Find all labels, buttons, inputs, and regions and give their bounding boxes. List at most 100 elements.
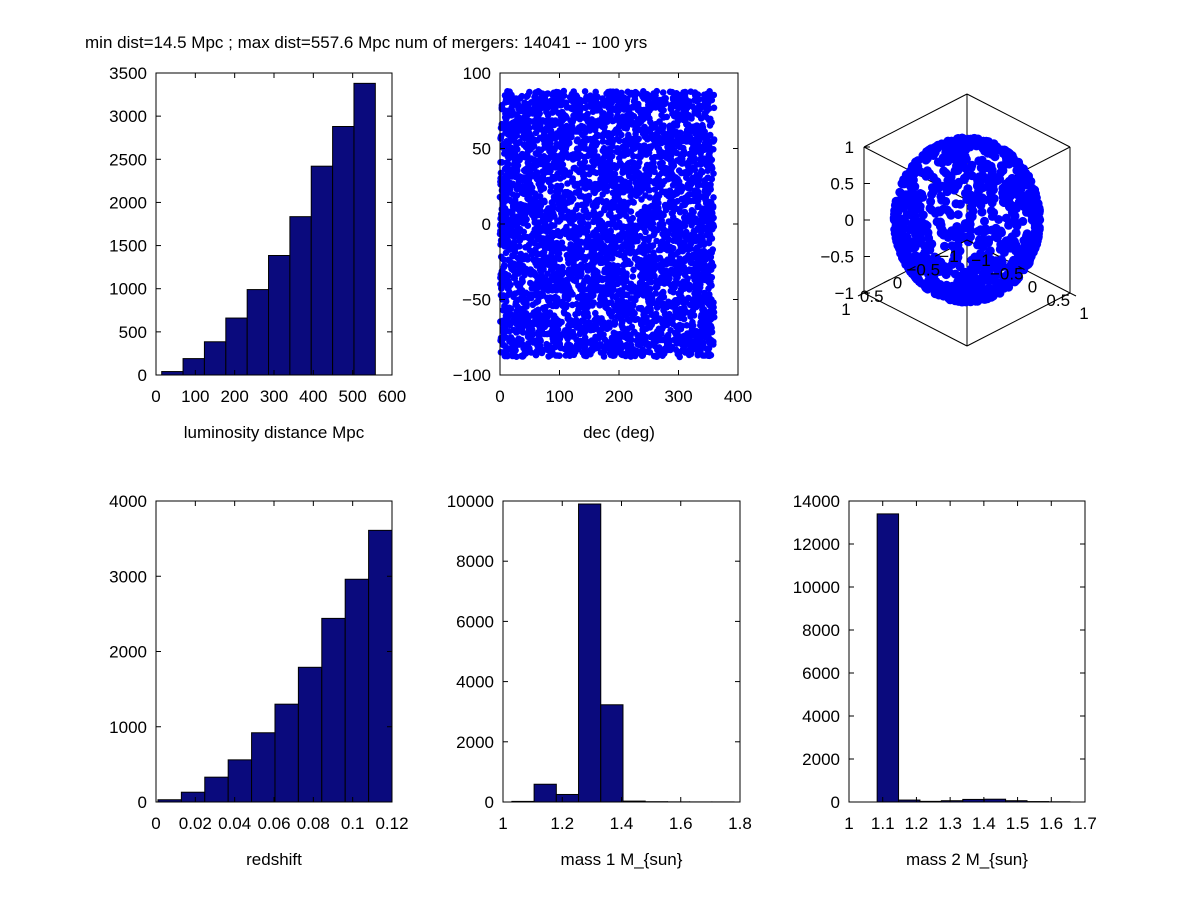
- skymap-point: [639, 326, 646, 334]
- skymap-point: [497, 124, 505, 132]
- skymap-point: [636, 232, 644, 240]
- skymap-point: [573, 300, 581, 308]
- mass2-xtick-label: 1.1: [871, 814, 895, 833]
- redshift-axes: 0 0.02 0.04 0.06 0.08 0.1 0.120100020003000400…: [109, 492, 408, 869]
- skymap-point: [659, 159, 666, 167]
- skymap-point: [623, 308, 630, 316]
- redshift-xtick-label: 0.08: [297, 814, 330, 833]
- skymap-xtick-label: 200: [605, 387, 633, 406]
- skymap-point: [642, 228, 649, 236]
- skymap-point: [659, 289, 667, 296]
- skymap-point: [631, 172, 639, 180]
- skymap-point: [540, 160, 548, 168]
- skymap-point: [606, 148, 614, 155]
- skymap-point: [552, 336, 559, 343]
- skymap-point: [575, 344, 582, 351]
- skymap-point: [604, 117, 611, 125]
- skymap-point: [688, 115, 695, 122]
- skymap-point: [547, 188, 554, 195]
- skymap-point: [630, 328, 638, 336]
- skymap-point: [528, 184, 536, 191]
- skymap-point: [628, 135, 636, 143]
- skymap-point: [536, 342, 544, 350]
- skymap-point: [705, 285, 712, 293]
- skymap-point: [497, 134, 504, 142]
- skymap-point: [580, 207, 588, 214]
- skymap-point: [572, 236, 580, 244]
- skymap-point: [558, 138, 566, 145]
- skymap-point: [506, 88, 513, 95]
- redshift-ytick-label: 3000: [109, 567, 147, 586]
- skymap-point: [625, 131, 632, 139]
- lumdist-ytick-label: 2500: [109, 150, 147, 169]
- skymap-point: [617, 287, 624, 294]
- skymap-point: [561, 345, 568, 353]
- skymap-point: [512, 163, 519, 170]
- mass1-bar: [600, 704, 624, 803]
- skymap-point: [678, 223, 686, 230]
- skymap-point: [648, 168, 655, 175]
- skymap-point: [550, 344, 557, 352]
- skymap-point: [642, 170, 650, 178]
- skymap-point: [575, 307, 582, 315]
- skymap-point: [513, 231, 520, 239]
- skymap-point: [527, 279, 534, 287]
- sphere3d-point: [990, 152, 1000, 162]
- skymap-point: [659, 89, 667, 96]
- skymap-point: [659, 188, 666, 195]
- skymap-point: [535, 211, 542, 219]
- skymap-point: [590, 188, 597, 195]
- skymap-point: [592, 333, 599, 341]
- skymap-point: [708, 163, 715, 171]
- skymap-point: [540, 216, 547, 224]
- skymap-point: [575, 128, 582, 135]
- skymap-point: [584, 319, 591, 327]
- skymap-point: [662, 337, 670, 344]
- redshift-xtick-label: 0.02: [179, 814, 212, 833]
- mass1-xtick-label: 1: [498, 814, 507, 833]
- skymap-point: [667, 104, 675, 111]
- lumdist-ytick-label: 1000: [109, 280, 147, 299]
- skymap-point: [697, 319, 704, 326]
- skymap-point: [629, 165, 636, 172]
- skymap-point: [513, 353, 520, 361]
- skymap-point: [605, 133, 612, 141]
- skymap-point: [628, 350, 636, 357]
- redshift-bar: [368, 529, 393, 803]
- skymap-point: [504, 273, 511, 281]
- skymap-point: [607, 181, 615, 189]
- skymap-point: [641, 203, 649, 211]
- skymap-point: [517, 250, 525, 258]
- skymap-point: [561, 327, 569, 334]
- skymap-point: [653, 87, 661, 95]
- skymap-point: [501, 165, 509, 173]
- skymap-point: [571, 182, 579, 189]
- skymap-point: [652, 336, 659, 344]
- skymap-point: [531, 271, 538, 279]
- mass2-xlabel: mass 2 M_{sun}: [906, 850, 1028, 869]
- skymap-point: [533, 288, 540, 296]
- skymap-point: [555, 232, 562, 239]
- skymap-point: [708, 249, 715, 256]
- skymap-point: [514, 282, 522, 290]
- skymap-point: [500, 210, 507, 218]
- skymap-point: [662, 95, 669, 102]
- skymap-point: [645, 286, 653, 293]
- skymap-point: [576, 192, 584, 200]
- sphere3d-point: [928, 151, 938, 160]
- skymap-point: [694, 300, 701, 308]
- skymap-point: [642, 165, 649, 173]
- skymap-point: [532, 307, 540, 315]
- skymap-point: [664, 274, 672, 282]
- skymap-point: [546, 137, 554, 145]
- skymap-point: [577, 328, 584, 335]
- skymap-point: [497, 241, 504, 248]
- skymap-point: [623, 163, 630, 171]
- skymap-point: [648, 215, 656, 222]
- mass1-ytick-label: 8000: [456, 552, 494, 571]
- skymap-point: [531, 204, 538, 212]
- skymap-point: [609, 189, 617, 197]
- skymap-point: [565, 268, 572, 276]
- skymap-point: [688, 321, 696, 329]
- skymap-point: [708, 209, 716, 216]
